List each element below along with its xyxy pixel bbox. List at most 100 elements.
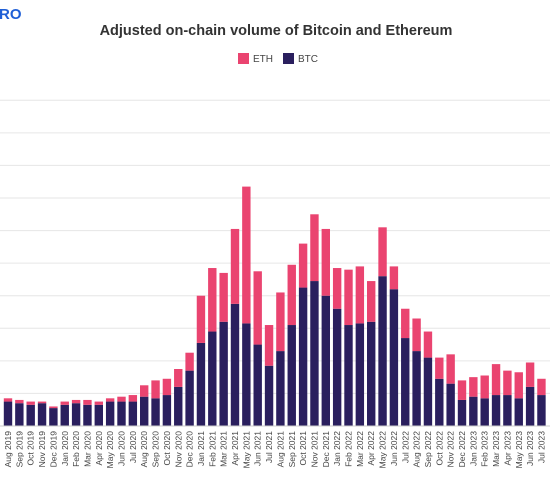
bar-eth: [401, 308, 410, 339]
bar-eth: [321, 228, 330, 296]
bar-eth: [49, 406, 58, 409]
bar-eth: [219, 272, 228, 322]
bar-eth: [423, 331, 433, 358]
x-tick-label: Jan 2021: [196, 431, 206, 466]
bar-eth: [469, 377, 478, 397]
bar-btc: [446, 383, 455, 426]
bar-eth: [128, 395, 138, 402]
x-tick-label: Jun 2022: [389, 431, 399, 466]
bar-eth: [253, 271, 262, 345]
bar-eth: [367, 281, 376, 322]
bar-btc: [457, 399, 467, 426]
bar-btc: [412, 351, 421, 426]
x-tick-label: Oct 2019: [26, 431, 36, 466]
bar-eth: [15, 399, 24, 404]
x-tick-label: Aug 2019: [3, 431, 13, 468]
bar-eth: [26, 401, 35, 405]
legend-label-eth: ETH: [253, 54, 273, 65]
bar-btc: [208, 331, 217, 426]
bar-btc: [253, 344, 262, 426]
bar-btc: [287, 325, 296, 426]
x-tick-label: Oct 2020: [162, 431, 172, 466]
x-tick-label: Sep 2021: [287, 431, 297, 468]
x-tick-label: Jan 2020: [60, 431, 70, 466]
x-tick-label: Oct 2021: [298, 431, 308, 466]
bar-btc: [3, 401, 13, 426]
x-tick-label: Feb 2020: [71, 431, 81, 467]
x-tick-label: Sep 2019: [14, 431, 24, 468]
bar-eth: [332, 268, 342, 309]
x-tick-label: Nov 2020: [173, 431, 183, 468]
x-tick-label: May 2023: [514, 431, 524, 469]
bar-eth: [242, 186, 251, 324]
bar-btc: [469, 396, 478, 426]
bar-eth: [491, 364, 501, 396]
bar-eth: [117, 396, 126, 402]
x-tick-label: Aug 2020: [139, 431, 149, 468]
bar-eth: [71, 399, 81, 404]
bar-eth: [298, 243, 308, 288]
bar-btc: [310, 281, 319, 426]
bar-eth: [83, 399, 92, 405]
bar-btc: [196, 342, 206, 426]
bar-btc: [174, 386, 183, 426]
bar-btc: [480, 398, 489, 426]
bar-eth: [537, 378, 546, 396]
bar-btc: [514, 398, 523, 426]
bar-eth: [140, 385, 149, 397]
bar-btc: [83, 404, 92, 426]
x-tick-label: Aug 2021: [275, 431, 285, 468]
x-tick-label: Sep 2022: [423, 431, 433, 468]
legend: ETH BTC: [238, 53, 318, 65]
bar-eth: [105, 398, 115, 402]
legend-swatch-eth: [238, 53, 249, 64]
x-tick-label: May 2020: [105, 431, 115, 469]
x-tick-label: Jul 2023: [536, 431, 546, 463]
bar-btc: [321, 295, 330, 426]
bar-btc: [491, 395, 501, 426]
x-tick-label: Feb 2021: [207, 431, 217, 467]
bar-btc: [264, 365, 274, 426]
bar-btc: [94, 404, 103, 426]
x-tick-label: Jan 2022: [332, 431, 342, 466]
x-tick-label: May 2021: [241, 431, 251, 469]
x-tick-label: Jun 2023: [525, 431, 535, 466]
x-tick-label: Dec 2021: [321, 431, 331, 468]
bar-btc: [242, 323, 251, 426]
legend-label-btc: BTC: [298, 54, 318, 65]
bar-eth: [412, 318, 421, 352]
bar-btc: [15, 403, 24, 426]
bar-btc: [162, 395, 172, 426]
bar-eth: [162, 378, 172, 396]
bar-btc: [298, 287, 308, 426]
bar-eth: [480, 375, 489, 399]
bar-eth: [60, 401, 69, 405]
x-tick-label: Jul 2021: [264, 431, 274, 463]
bar-btc: [355, 323, 365, 426]
x-tick-label: Mar 2022: [355, 431, 365, 467]
bar-btc: [423, 357, 433, 426]
bar-btc: [219, 321, 228, 426]
x-tick-label: Nov 2021: [309, 431, 319, 468]
bar-eth: [287, 264, 296, 326]
bar-btc: [503, 395, 512, 426]
bar-btc: [117, 401, 126, 426]
x-tick-label: Apr 2021: [230, 431, 240, 466]
bar-btc: [401, 338, 410, 426]
bar-eth: [230, 228, 240, 304]
bar-btc: [37, 403, 47, 426]
bar-btc: [378, 276, 387, 426]
x-tick-labels: Aug 2019 Sep 2019 Oct 2019 Nov 2019 Dec 2019…: [3, 431, 546, 469]
x-tick-label: Jul 2022: [400, 431, 410, 463]
bar-eth: [355, 266, 365, 324]
x-tick-label: Oct 2022: [434, 431, 444, 466]
x-tick-label: Feb 2022: [344, 431, 354, 467]
bar-btc: [140, 396, 149, 426]
bar-eth: [525, 362, 535, 387]
bar-eth: [276, 292, 285, 352]
bar-eth: [457, 380, 467, 400]
x-tick-label: Apr 2022: [366, 431, 376, 466]
bar-eth: [310, 214, 319, 282]
x-tick-label: Dec 2022: [457, 431, 467, 468]
